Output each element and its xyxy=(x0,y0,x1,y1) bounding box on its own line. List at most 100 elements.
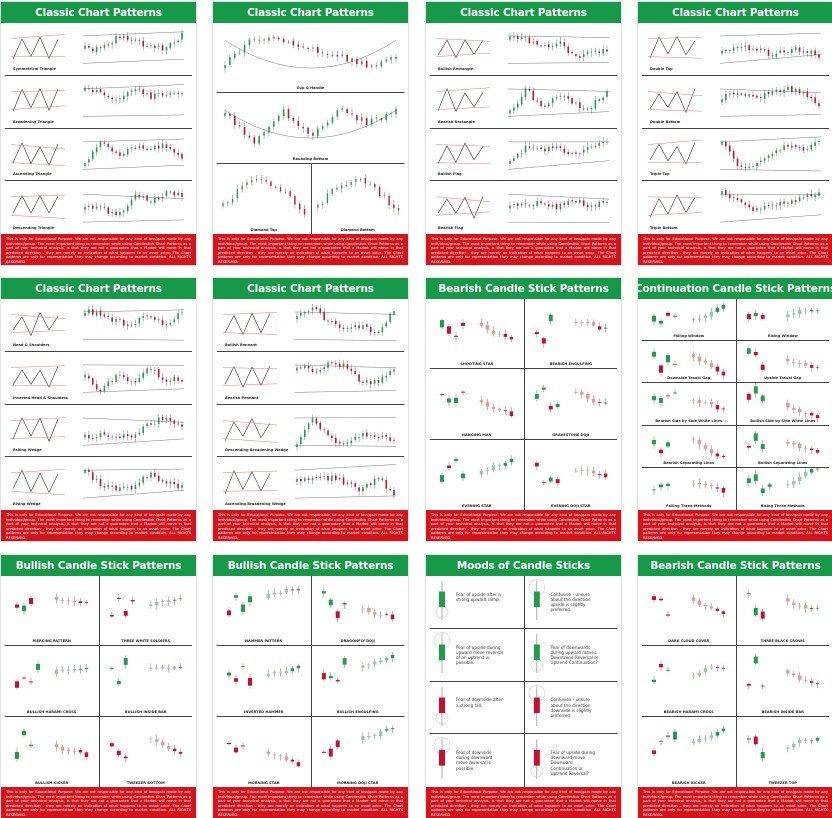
bearish-candle xyxy=(103,431,106,435)
trendline xyxy=(82,164,185,170)
trendline xyxy=(224,110,397,139)
bearish-candle xyxy=(544,203,546,205)
bullish-candle xyxy=(360,665,365,669)
bearish-candle xyxy=(555,478,560,483)
bullish-candle xyxy=(555,96,558,99)
bearish-candle xyxy=(809,448,813,450)
bullish-candle xyxy=(598,202,601,208)
bearish-candle xyxy=(266,751,271,754)
pattern-illustration xyxy=(222,414,397,451)
pattern-label: Inverted Head & Shoulders xyxy=(13,395,68,400)
disclaimer: This is only for Educational Purpose. We… xyxy=(1,510,196,541)
pattern-label: TWEEZER BOTTOM xyxy=(126,781,165,785)
pattern-schematic xyxy=(649,35,696,59)
bearish-candle xyxy=(573,322,578,323)
poster: Classic Chart Patterns Head & Shoulders In… xyxy=(1,278,196,541)
bullish-candle xyxy=(154,93,156,99)
bearish-candle xyxy=(165,379,168,382)
bullish-candle xyxy=(95,46,98,52)
bearish-candle xyxy=(709,606,714,609)
bullish-candle xyxy=(146,45,148,47)
bearish-candle xyxy=(165,324,168,326)
bullish-candle xyxy=(384,658,388,660)
bearish-candle xyxy=(697,400,702,404)
bullish-candle xyxy=(88,158,90,162)
bearish-candle xyxy=(659,365,663,373)
bullish-candle xyxy=(520,37,523,40)
bearish-candle xyxy=(603,402,607,404)
bullish-candle xyxy=(138,483,141,486)
pattern-panel: MORNING STAR xyxy=(217,717,311,787)
bearish-candle xyxy=(540,45,542,47)
bullish-candle xyxy=(791,200,793,205)
bullish-candle xyxy=(370,65,373,67)
bullish-candle xyxy=(815,737,819,741)
bullish-candle xyxy=(736,46,739,48)
bullish-candle xyxy=(709,312,714,317)
bearish-candle xyxy=(365,60,368,68)
bearish-candle xyxy=(528,146,531,148)
bearish-candle xyxy=(358,325,360,329)
pattern-schematic xyxy=(224,470,271,495)
bullish-candle xyxy=(732,47,735,51)
bearish-candle xyxy=(342,443,345,444)
bearish-candle xyxy=(491,407,496,410)
bearish-candle xyxy=(130,324,133,326)
bearish-candle xyxy=(798,89,801,93)
bearish-candle xyxy=(767,91,770,94)
bullish-candle xyxy=(148,738,153,739)
bearish-candle xyxy=(278,672,283,673)
bearish-candle xyxy=(354,370,356,374)
bearish-candle xyxy=(111,486,113,487)
pattern-illustration xyxy=(15,728,89,762)
bullish-candle xyxy=(814,195,816,198)
bullish-candle xyxy=(594,145,597,147)
bearish-candle xyxy=(540,100,542,106)
bearish-candle xyxy=(307,128,309,135)
bearish-candle xyxy=(763,49,766,51)
bearish-candle xyxy=(815,683,819,685)
pattern-illustration xyxy=(652,435,726,459)
bearish-candle xyxy=(785,358,790,362)
bearish-candle xyxy=(571,52,573,54)
bearish-candle xyxy=(760,611,765,619)
bullish-candle xyxy=(370,119,373,125)
bearish-candle xyxy=(165,143,168,148)
bullish-candle xyxy=(691,741,696,743)
bearish-candle xyxy=(173,148,176,153)
bullish-candle xyxy=(666,355,670,363)
trendline xyxy=(719,54,822,64)
bearish-candle xyxy=(15,604,19,608)
bearish-candle xyxy=(736,198,739,201)
bearish-candle xyxy=(342,327,345,329)
bearish-candle xyxy=(809,608,813,610)
bearish-candle xyxy=(150,316,152,318)
bearish-candle xyxy=(791,602,796,606)
mood-description: Confusion - unsure about the direction d… xyxy=(550,697,592,718)
bullish-candle xyxy=(84,374,86,378)
bearish-candle xyxy=(802,146,805,151)
pattern-illustration xyxy=(435,194,610,223)
bearish-candle xyxy=(146,315,148,317)
bearish-candle xyxy=(138,195,141,198)
bearish-candle xyxy=(791,442,796,445)
bullish-candle xyxy=(130,381,133,382)
poster-title: Classic Chart Patterns xyxy=(213,278,408,299)
bullish-candle xyxy=(84,45,86,49)
bullish-candle xyxy=(116,681,121,685)
bearish-candle xyxy=(810,194,813,197)
bearish-candle xyxy=(378,186,380,196)
pattern-panel: EVENING STAR xyxy=(430,440,524,510)
bullish-candle xyxy=(321,126,324,130)
bearish-candle xyxy=(509,411,514,417)
bearish-candle xyxy=(586,205,589,208)
bearish-candle xyxy=(721,408,726,410)
bullish-candle xyxy=(752,48,754,50)
bullish-candle xyxy=(791,313,796,315)
bearish-candle xyxy=(591,322,595,326)
pattern-panel: Bearish Rectangle xyxy=(430,76,617,129)
bearish-candle xyxy=(130,486,133,490)
bearish-candle xyxy=(746,445,751,448)
bearish-candle xyxy=(169,417,172,421)
bearish-candle xyxy=(91,378,94,385)
